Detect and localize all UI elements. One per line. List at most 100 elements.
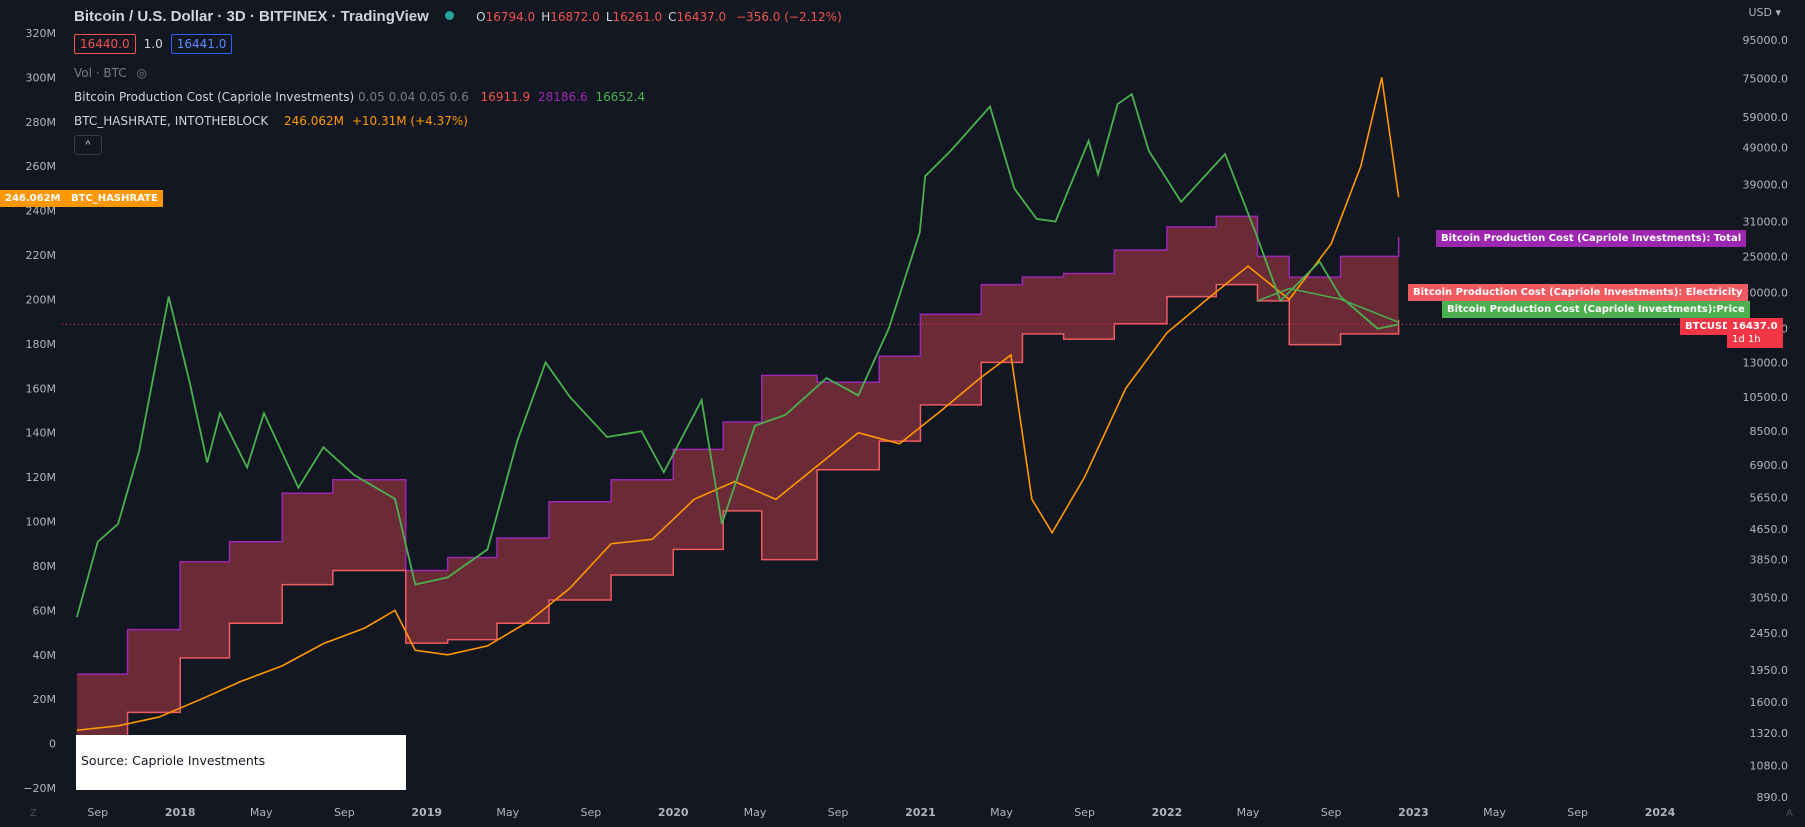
ohlc-value: 16872.0 (550, 10, 600, 24)
collapse-legend-button[interactable]: ^ (74, 135, 102, 155)
left-tick-label: 280M (26, 116, 57, 129)
spread-value: 1.0 (143, 37, 163, 51)
x-tick-label: Sep (1321, 806, 1342, 819)
ohlc-label: L (605, 10, 613, 24)
hashrate-legend[interactable]: BTC_HASHRATE, INTOTHEBLOCK 246.062M +10.… (74, 114, 468, 128)
left-tick-label: 20M (33, 693, 57, 706)
right-tick-label: 95000.0 (1743, 34, 1789, 47)
left-tick-label: 80M (33, 560, 57, 573)
total-cost-label: Bitcoin Production Cost (Capriole Invest… (1441, 233, 1742, 244)
right-tick-label: 39000.0 (1743, 178, 1789, 191)
right-tick-label: 2450.0 (1750, 627, 1789, 640)
x-tick-label: May (496, 806, 519, 819)
x-tick-label: Sep (1567, 806, 1588, 819)
left-tick-label: 0 (49, 738, 56, 751)
right-tick-label: 3850.0 (1750, 554, 1789, 567)
btcusd-label: BTCUSD (1685, 321, 1731, 332)
x-tick-label: 2023 (1398, 806, 1429, 819)
symbol-title[interactable]: Bitcoin / U.S. Dollar · 3D · BITFINEX · … (74, 8, 429, 25)
right-tick-label: 1320.0 (1750, 727, 1789, 740)
indicator-name: Bitcoin Production Cost (Capriole Invest… (74, 90, 355, 104)
right-tick-label: 31000.0 (1743, 216, 1789, 229)
x-tick-label: Sep (334, 806, 355, 819)
x-tick-label: 2020 (658, 806, 689, 819)
plot-area[interactable] (62, 77, 1720, 739)
currency-selector[interactable]: USD ▾ (1748, 6, 1781, 19)
time-axis[interactable]: Sep 2018 May Sep 2019 May Sep 2020 May Sep 2021 May… (30, 806, 1793, 819)
right-tick-label: 6900.0 (1750, 459, 1789, 472)
left-tick-label: 200M (26, 293, 57, 306)
volume-legend[interactable]: Vol · BTC ◎ (74, 66, 147, 80)
left-tick-label: 160M (26, 382, 57, 395)
left-tick-label: 100M (26, 516, 57, 529)
x-tick-label: May (990, 806, 1013, 819)
price-cost-value: 16652.4 (595, 90, 646, 104)
right-tick-label: 5650.0 (1750, 491, 1789, 504)
total-cost-tag: Bitcoin Production Cost (Capriole Invest… (1436, 230, 1747, 247)
production-cost-legend[interactable]: Bitcoin Production Cost (Capriole Invest… (74, 90, 645, 104)
left-tick-label: 60M (33, 604, 57, 617)
volume-label: Vol · BTC (74, 66, 127, 80)
x-tick-label: Sep (87, 806, 108, 819)
left-tick-label: 180M (26, 338, 57, 351)
price-cost-label: Bitcoin Production Cost (Capriole Invest… (1447, 304, 1745, 315)
electricity-cost-tag: Bitcoin Production Cost (Capriole Invest… (1408, 284, 1748, 301)
ohlc-value: 16261.0 (612, 10, 663, 24)
right-tick-label: 10500.0 (1743, 391, 1789, 404)
x-tick-label: Sep (580, 806, 601, 819)
left-tick-label: 240M (26, 205, 57, 218)
right-tick-label: 8500.0 (1750, 425, 1789, 438)
hashrate-value: 246.062M (284, 114, 345, 128)
hashrate-line (76, 77, 1400, 732)
hashrate-change: +10.31M (+4.37%) (351, 114, 468, 128)
eye-hidden-icon[interactable]: ◎ (136, 66, 147, 80)
left-tick-label: 300M (26, 71, 57, 84)
right-tick-label: 1080.0 (1750, 760, 1789, 773)
right-tick-label: 20000.0 (1743, 287, 1789, 300)
zoom-corner-icon: Z (30, 808, 37, 819)
price-cost-line (1257, 287, 1399, 323)
chevron-up-icon: ^ (85, 139, 91, 151)
right-tick-label: 25000.0 (1743, 250, 1789, 263)
btcusd-tag: BTCUSD (1680, 318, 1736, 335)
sell-button[interactable]: 16440.0 (74, 34, 136, 54)
right-axis[interactable]: 95000.0 75000.0 59000.0 49000.0 39000.0 31000… (1743, 34, 1789, 804)
source-annotation: Source: Capriole Investments (76, 735, 406, 790)
right-tick-label: 75000.0 (1743, 72, 1789, 85)
current-price-value: 16437.0 (1732, 321, 1778, 332)
x-tick-label: Sep (828, 806, 849, 819)
x-tick-label: 2024 (1645, 806, 1676, 819)
hashrate-last-value-tag: 246.062M (0, 190, 66, 207)
ohlc-label: C (668, 10, 677, 24)
hashrate-series-tag: BTC_HASHRATE (66, 190, 163, 207)
ohlc-label: H (541, 10, 551, 24)
x-tick-label: May (1483, 806, 1506, 819)
right-tick-label: 13000.0 (1743, 356, 1789, 369)
electricity-value: 16911.9 (480, 90, 531, 104)
current-price-tag: 16437.0 1d 1h (1727, 318, 1783, 348)
price-cost-tag: Bitcoin Production Cost (Capriole Invest… (1442, 301, 1750, 318)
ohlc-values: O16794.0 H16872.0 L16261.0 C16437.0 −356.0 … (476, 10, 848, 24)
total-value: 28186.6 (538, 90, 588, 104)
chevron-down-icon: ▾ (1775, 6, 1781, 19)
right-tick-label: 1950.0 (1750, 664, 1789, 677)
ohlc-value: 16794.0 (485, 10, 536, 24)
buy-button[interactable]: 16441.0 (170, 34, 233, 54)
ohlc-value: 16437.0 (676, 10, 727, 24)
right-tick-label: 4650.0 (1750, 523, 1789, 536)
electricity-cost-line (76, 283, 1400, 739)
x-tick-label: 2021 (905, 806, 936, 819)
trade-buttons: 16440.0 1.0 16441.0 (74, 34, 233, 54)
left-tick-label: 320M (26, 27, 57, 40)
left-tick-label: 120M (26, 471, 57, 484)
x-tick-label: 2018 (165, 806, 196, 819)
right-tick-label: 59000.0 (1743, 111, 1789, 124)
left-tick-label: −20M (23, 782, 56, 795)
x-tick-label: May (1237, 806, 1260, 819)
x-tick-label: 2019 (411, 806, 442, 819)
change-value: −356.0 (−2.12%) (736, 10, 842, 24)
btcusd-price-line (75, 92, 1399, 618)
auto-scale-icon: A (1786, 808, 1793, 819)
